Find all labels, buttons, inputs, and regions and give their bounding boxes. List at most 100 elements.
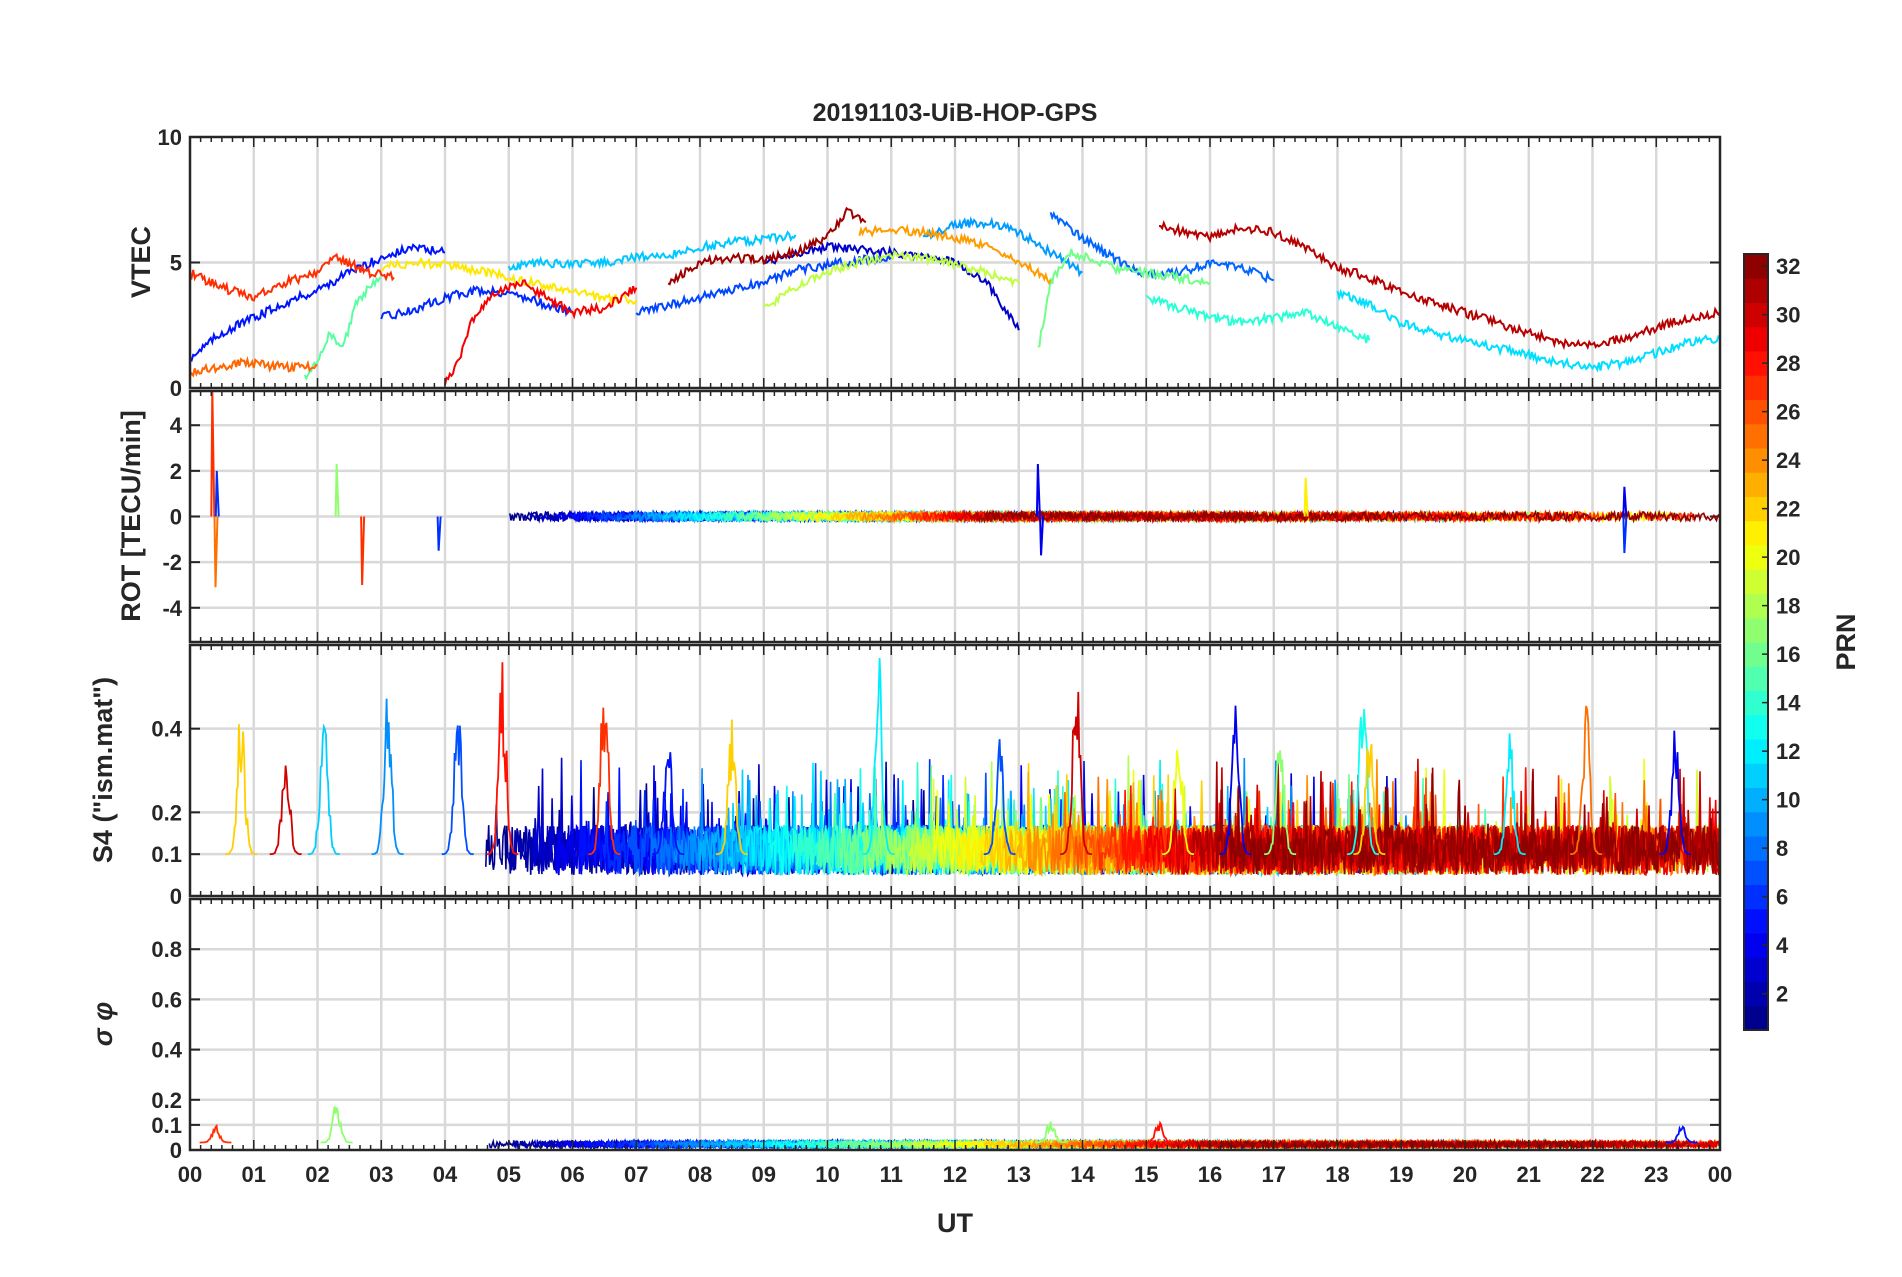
- vtec-series-prn-12: [1336, 288, 1720, 373]
- panel-s4: 0 0.1 0.2 0.4: [151, 643, 1722, 909]
- x-tick-label: 01: [242, 1162, 266, 1187]
- panel-frame: [188, 897, 1722, 1152]
- sigma_phi-peak: [1034, 1121, 1067, 1144]
- x-tick-label: 14: [1070, 1162, 1095, 1187]
- x-tick-label: 15: [1134, 1162, 1158, 1187]
- colorbar-tick-label: 22: [1776, 497, 1800, 522]
- colorbar-tick-label: 8: [1776, 836, 1788, 861]
- s4-series-prn-32: [1215, 767, 1720, 875]
- colorbar-swatch-prn-11: [1744, 763, 1768, 788]
- x-tick-label: 18: [1325, 1162, 1349, 1187]
- s4-peak: [269, 765, 302, 856]
- s4-peak: [862, 657, 895, 856]
- rot-spike: [1035, 463, 1041, 517]
- vtec-series-prn-2: [190, 243, 446, 363]
- y-tick-label: 0.6: [151, 987, 182, 1012]
- vtec-series-prn-31: [667, 206, 867, 286]
- sigma_phi-peak: [320, 1106, 353, 1144]
- s4-peak: [1347, 709, 1379, 856]
- s4-peak: [1264, 750, 1297, 856]
- vtec-series-prn-17: [1037, 248, 1211, 348]
- panel-rot: -4 -2 0 2 4: [162, 389, 1722, 644]
- s4-peak: [1353, 743, 1386, 856]
- y-tick-label: 5: [170, 251, 182, 276]
- colorbar-frame: [1743, 253, 1769, 1031]
- colorbar-tick-label: 30: [1776, 303, 1800, 328]
- y-tick-label: 0: [170, 376, 182, 401]
- panel-frame: [188, 389, 1722, 644]
- vtec-series-prn-4: [762, 241, 1020, 331]
- x-tick-label: 10: [815, 1162, 839, 1187]
- colorbar-swatch-prn-19: [1744, 569, 1768, 594]
- y-tick-label: -4: [162, 596, 182, 621]
- x-tick-label: 06: [560, 1162, 584, 1187]
- colorbar-swatch-prn-3: [1744, 957, 1768, 982]
- rot-spike: [1622, 516, 1628, 554]
- colorbar-tick-label: 6: [1776, 885, 1788, 910]
- vtec-series-prn-25: [190, 355, 318, 378]
- sigma_phi-peak: [1143, 1120, 1175, 1144]
- vtec-series-prn-19: [763, 249, 1020, 308]
- colorbar-swatch-prn-27: [1744, 375, 1768, 400]
- vtec-series-prn-9: [922, 216, 1083, 278]
- colorbar-swatch-prn-29: [1744, 326, 1768, 352]
- x-tick-label: 09: [752, 1162, 776, 1187]
- s4-peak: [371, 698, 404, 856]
- y-tick-label: 0.1: [151, 1113, 182, 1138]
- y-tick-label: 2: [170, 459, 182, 484]
- colorbar-tick-label: 26: [1776, 400, 1800, 425]
- panel-frame: [188, 643, 1722, 898]
- colorbar-swatch-prn-15: [1744, 666, 1768, 691]
- y-tick-label: 0: [170, 884, 182, 909]
- s4-peak: [1659, 730, 1692, 856]
- s4-peak: [588, 707, 621, 856]
- sigma_phi-peak: [1665, 1125, 1698, 1144]
- s4-peak: [715, 719, 748, 856]
- panel-vtec: 0 5 10: [158, 125, 1722, 401]
- colorbar-tick-label: 16: [1776, 642, 1800, 667]
- y-tick-label: 0: [170, 1138, 182, 1163]
- colorbar-tick-label: 4: [1776, 933, 1789, 958]
- rot-axis-label: ROT [TECU/min]: [116, 410, 146, 621]
- x-axis: 00 01 02 03 04 05 06 07 08 09 10 11 12 13 14 15 16 17 18 19…: [178, 1162, 1732, 1187]
- s4-peak: [307, 723, 340, 856]
- y-tick-label: 0.2: [151, 800, 182, 825]
- vtec-series-prn-16: [303, 276, 382, 381]
- panel-frame: [188, 135, 1722, 390]
- colorbar-tick-label: 10: [1776, 788, 1800, 813]
- x-tick-label: 02: [305, 1162, 329, 1187]
- x-tick-label: 12: [943, 1162, 967, 1187]
- x-tick-label: 00: [178, 1162, 202, 1187]
- colorbar-tick-label: 20: [1776, 545, 1800, 570]
- y-tick-label: 0.4: [151, 1038, 182, 1063]
- colorbar-tick-label: 2: [1776, 982, 1788, 1007]
- s4-peak: [486, 662, 519, 855]
- colorbar-tick-label: 18: [1776, 594, 1800, 619]
- s4-peak: [1493, 733, 1526, 856]
- vtec-series-prn-21: [380, 256, 638, 306]
- s4-peak: [1060, 691, 1093, 855]
- colorbar-swatch-prn-9: [1744, 811, 1768, 837]
- x-tick-label: 00: [1708, 1162, 1732, 1187]
- colorbar-label: PRN: [1831, 613, 1861, 670]
- s4-peak: [225, 724, 257, 856]
- colorbar-tick-label: 28: [1776, 351, 1800, 376]
- vtec-series-prn-11: [507, 230, 797, 272]
- rot-spike: [213, 516, 219, 588]
- panel-plot-area: [225, 657, 1720, 878]
- vtec-series-prn-27: [190, 252, 395, 302]
- x-tick-label: 23: [1644, 1162, 1668, 1187]
- y-tick-label: 0.8: [151, 937, 182, 962]
- panel-plot-area: [199, 1106, 1720, 1150]
- colorbar-swatch-prn-5: [1744, 908, 1768, 934]
- y-axis-labels: VTEC ROT [TECU/min] S4 ("ism.mat") σ φ: [88, 226, 156, 1046]
- y-tick-label: 4: [170, 413, 183, 438]
- s4-peak: [1162, 750, 1195, 856]
- x-tick-label: 20: [1453, 1162, 1477, 1187]
- y-tick-label: 10: [158, 125, 182, 150]
- x-tick-label: 22: [1580, 1162, 1604, 1187]
- vtec-series-prn-7: [1049, 210, 1274, 284]
